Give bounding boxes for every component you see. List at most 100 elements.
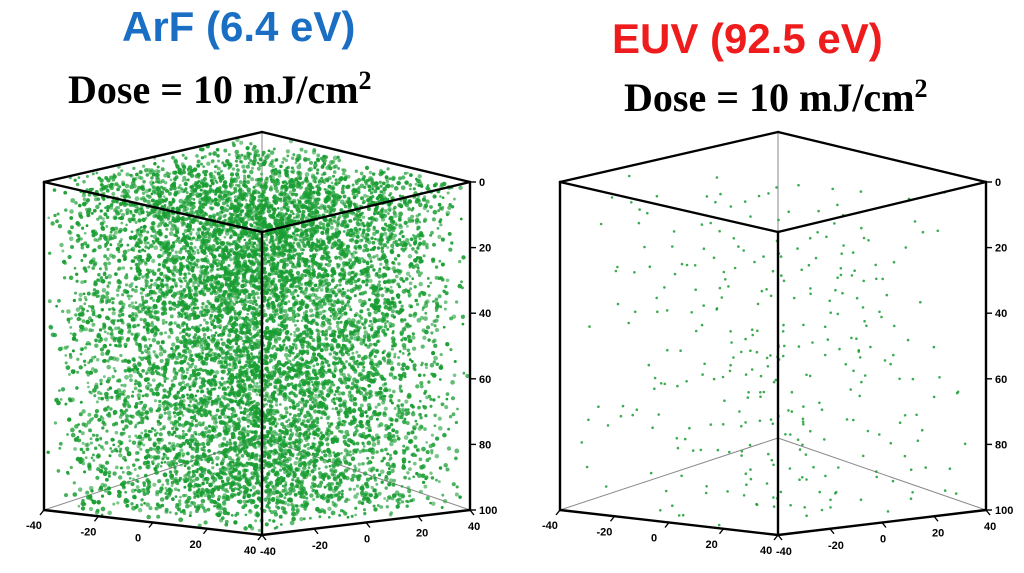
data-point [168, 441, 172, 445]
data-point [236, 487, 240, 491]
data-point [177, 186, 181, 190]
data-point [146, 492, 150, 495]
data-point [170, 484, 174, 488]
data-point [368, 324, 371, 328]
data-point [280, 422, 285, 427]
data-point [307, 264, 311, 268]
data-point [166, 285, 170, 290]
data-point [94, 343, 99, 348]
data-point [327, 415, 331, 419]
data-point [445, 392, 450, 396]
data-point [264, 155, 269, 160]
data-point [153, 399, 158, 403]
data-point [105, 188, 110, 193]
data-point [103, 254, 107, 259]
data-point [412, 475, 416, 479]
data-point [242, 169, 247, 174]
data-point [332, 355, 336, 360]
data-point [310, 376, 314, 381]
data-point [222, 466, 227, 472]
data-point [393, 375, 398, 380]
data-point [133, 312, 138, 317]
data-point [117, 445, 121, 448]
data-point [111, 374, 115, 379]
data-point [289, 291, 295, 296]
data-point [132, 324, 136, 329]
data-point [63, 190, 68, 195]
data-point [425, 458, 430, 463]
data-point [170, 433, 174, 437]
data-point [309, 493, 314, 498]
data-point [184, 275, 188, 279]
data-point [335, 452, 340, 457]
data-point [247, 161, 251, 165]
data-point [232, 349, 237, 353]
data-point [308, 432, 312, 436]
data-point [181, 394, 186, 398]
data-point [116, 319, 120, 323]
data-point [241, 401, 245, 405]
data-point [70, 369, 75, 374]
data-point [106, 209, 110, 213]
data-point [329, 314, 333, 318]
data-point [58, 446, 62, 450]
data-point [112, 471, 117, 476]
data-point [280, 299, 285, 303]
data-point [126, 243, 130, 247]
data-point [298, 176, 303, 181]
data-point [103, 271, 107, 275]
data-point [227, 321, 232, 326]
data-point [150, 198, 155, 203]
data-point [403, 408, 408, 413]
data-point [143, 473, 148, 478]
data-point [177, 422, 182, 427]
data-point [340, 492, 344, 496]
data-point [290, 346, 295, 350]
data-point [440, 277, 445, 282]
data-point [245, 408, 250, 413]
data-point [102, 197, 106, 201]
data-point [458, 495, 462, 499]
data-point [192, 374, 196, 378]
data-point [100, 308, 105, 312]
data-point [82, 359, 87, 363]
data-point [295, 456, 299, 460]
data-point [393, 450, 398, 455]
data-point [73, 291, 78, 295]
data-point [167, 433, 171, 437]
data-point [114, 465, 119, 470]
data-point [373, 354, 377, 359]
data-point [107, 474, 111, 478]
data-point [47, 299, 52, 304]
data-point [257, 198, 261, 203]
data-point [418, 220, 422, 224]
data-point [364, 232, 370, 238]
data-point [377, 424, 381, 428]
data-point [254, 446, 258, 450]
data-point [82, 180, 86, 184]
data-point [168, 231, 174, 237]
data-point [275, 347, 280, 352]
data-point [240, 269, 244, 273]
data-point [413, 444, 418, 449]
data-point [437, 202, 442, 207]
data-point [192, 265, 196, 269]
data-point [86, 381, 90, 385]
data-point [194, 394, 198, 398]
data-point [95, 437, 100, 442]
data-point [307, 390, 312, 395]
data-point [100, 226, 106, 232]
data-point [177, 488, 181, 492]
data-point [352, 377, 357, 382]
data-point [150, 310, 154, 313]
data-point [415, 384, 420, 389]
data-point [166, 410, 172, 416]
data-point [418, 412, 422, 417]
data-point [182, 399, 186, 403]
data-point [202, 165, 205, 168]
data-point [141, 275, 145, 279]
data-point [355, 448, 359, 452]
data-point [141, 368, 145, 373]
data-point [403, 200, 407, 204]
